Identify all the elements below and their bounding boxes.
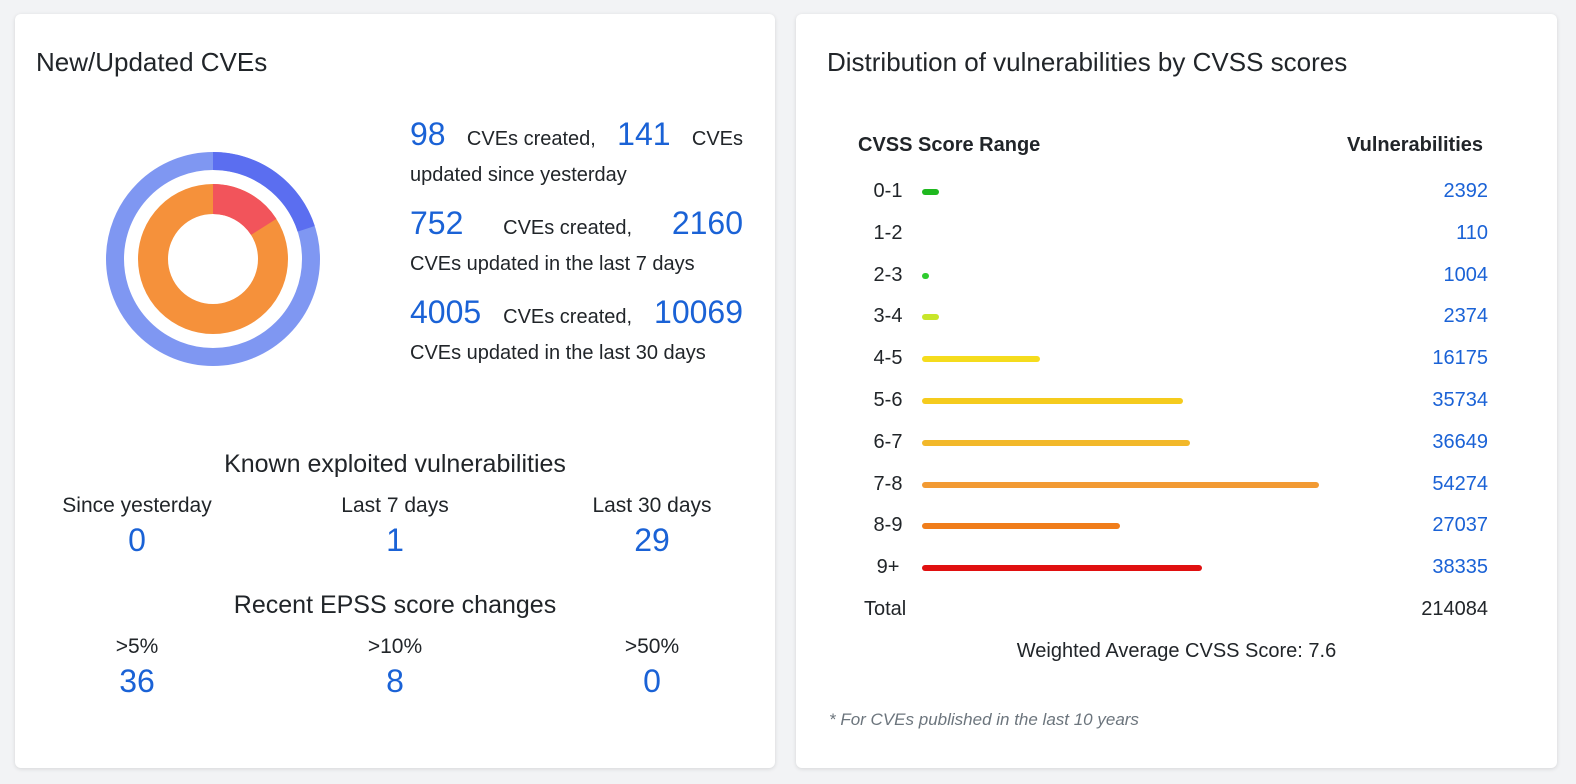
- donut-outer-accent: [106, 152, 320, 366]
- cvss-bar: [922, 189, 939, 195]
- cvss-range-label: 9+: [876, 556, 900, 579]
- cvss-count-link[interactable]: 1004: [1443, 263, 1489, 286]
- created-label: CVEs created,: [503, 306, 633, 328]
- cvss-count-link[interactable]: 2392: [1443, 180, 1489, 202]
- cvss-range-label: 1-2: [873, 221, 903, 244]
- metric-label: Since yesterday: [62, 494, 212, 517]
- card-title: Distribution of vulnerabilities by CVSS …: [827, 47, 1348, 77]
- cvss-range-label: 6-7: [873, 430, 903, 453]
- metric-label: >10%: [367, 635, 423, 658]
- stat-tail: updated since yesterday: [410, 163, 627, 186]
- cvss-count-link[interactable]: 16175: [1432, 347, 1488, 370]
- kev-title: Known exploited vulnerabilities: [224, 450, 566, 478]
- metric-value[interactable]: 8: [386, 663, 404, 699]
- kev-last-7-days: Last 7 days 1: [285, 494, 505, 559]
- created-count: 98: [410, 116, 446, 152]
- total-label: Total: [864, 598, 907, 620]
- cvss-range-label: 3-4: [873, 305, 903, 328]
- metric-value[interactable]: 1: [386, 522, 404, 558]
- cvss-bar: [922, 272, 929, 279]
- epss-title: Recent EPSS score changes: [233, 591, 557, 619]
- metric-value[interactable]: 0: [128, 522, 146, 558]
- updated-count: 10069: [654, 294, 743, 330]
- cvss-count-link[interactable]: 36649: [1432, 430, 1488, 453]
- metric-value[interactable]: 36: [119, 663, 155, 699]
- cvss-count-link[interactable]: 38335: [1432, 556, 1488, 579]
- metric-value[interactable]: 29: [634, 522, 670, 558]
- cvss-range-label: 8-9: [873, 514, 903, 537]
- cvss-bar: [922, 439, 1190, 446]
- cvss-bar: [922, 565, 1202, 572]
- created-count: 4005: [410, 294, 482, 330]
- updated-count: 141: [617, 116, 671, 152]
- cvss-bar: [922, 314, 939, 321]
- updated-label: CVEs: [691, 128, 743, 150]
- epss-over-50: >50% 0: [542, 635, 762, 700]
- cvss-count-link[interactable]: 110: [1456, 221, 1488, 244]
- created-count: 752: [410, 205, 464, 241]
- created-label: CVEs created,: [466, 128, 596, 150]
- metric-label: Last 7 days: [341, 494, 449, 517]
- column-header-range: CVSS Score Range: [858, 134, 1041, 156]
- cvss-range-label: 7-8: [873, 472, 903, 495]
- cve-donut-chart: [106, 152, 320, 366]
- column-header-vulnerabilities: Vulnerabilities: [1347, 134, 1483, 156]
- cvss-count-link[interactable]: 54274: [1432, 472, 1488, 495]
- epss-over-5: >5% 36: [27, 635, 247, 700]
- cvss-range-label: 2-3: [873, 263, 903, 286]
- cvss-distribution-card: Distribution of vulnerabilities by CVSS …: [796, 14, 1557, 768]
- footnote: * For CVEs published in the last 10 year…: [829, 710, 1139, 729]
- kev-since-yesterday: Since yesterday 0: [27, 494, 247, 559]
- metric-label: >5%: [115, 635, 159, 658]
- cvss-count-link[interactable]: 35734: [1432, 389, 1488, 411]
- stat-tail: CVEs updated in the last 7 days: [410, 252, 695, 275]
- metric-value[interactable]: 0: [643, 663, 661, 699]
- weighted-average: Weighted Average CVSS Score: 7.6: [1016, 640, 1337, 662]
- stat-since-yesterday: 98 CVEs created, 141 CVEs updated since …: [410, 114, 743, 188]
- stat-tail: CVEs updated in the last 30 days: [410, 341, 706, 364]
- total-value: 214084: [1421, 598, 1488, 620]
- cvss-bar: [922, 481, 1319, 488]
- stat-last-30-days: 4005 CVEs created, 10069 CVEs updated in…: [410, 292, 743, 366]
- created-label: CVEs created,: [503, 217, 633, 239]
- new-updated-cves-card: New/Updated CVEs 98 CVEs created, 141 CV…: [15, 14, 775, 768]
- metric-label: >50%: [624, 635, 680, 658]
- card-title: New/Updated CVEs: [36, 47, 268, 77]
- metric-label: Last 30 days: [592, 494, 712, 517]
- cvss-range-label: 5-6: [873, 389, 903, 411]
- cvss-bar: [922, 523, 1120, 530]
- updated-count: 2160: [671, 205, 743, 241]
- cvss-range-label: 4-5: [873, 347, 903, 370]
- kev-last-30-days: Last 30 days 29: [542, 494, 762, 559]
- epss-over-10: >10% 8: [285, 635, 505, 700]
- stat-last-7-days: 752 CVEs created, 2160 CVEs updated in t…: [410, 203, 743, 277]
- cvss-range-label: 0-1: [873, 180, 903, 202]
- cvss-count-link[interactable]: 27037: [1432, 514, 1488, 537]
- cvss-count-link[interactable]: 2374: [1443, 305, 1489, 328]
- cvss-bar: [922, 398, 1183, 404]
- cvss-bar: [922, 356, 1040, 363]
- donut-inner-accent: [138, 184, 288, 334]
